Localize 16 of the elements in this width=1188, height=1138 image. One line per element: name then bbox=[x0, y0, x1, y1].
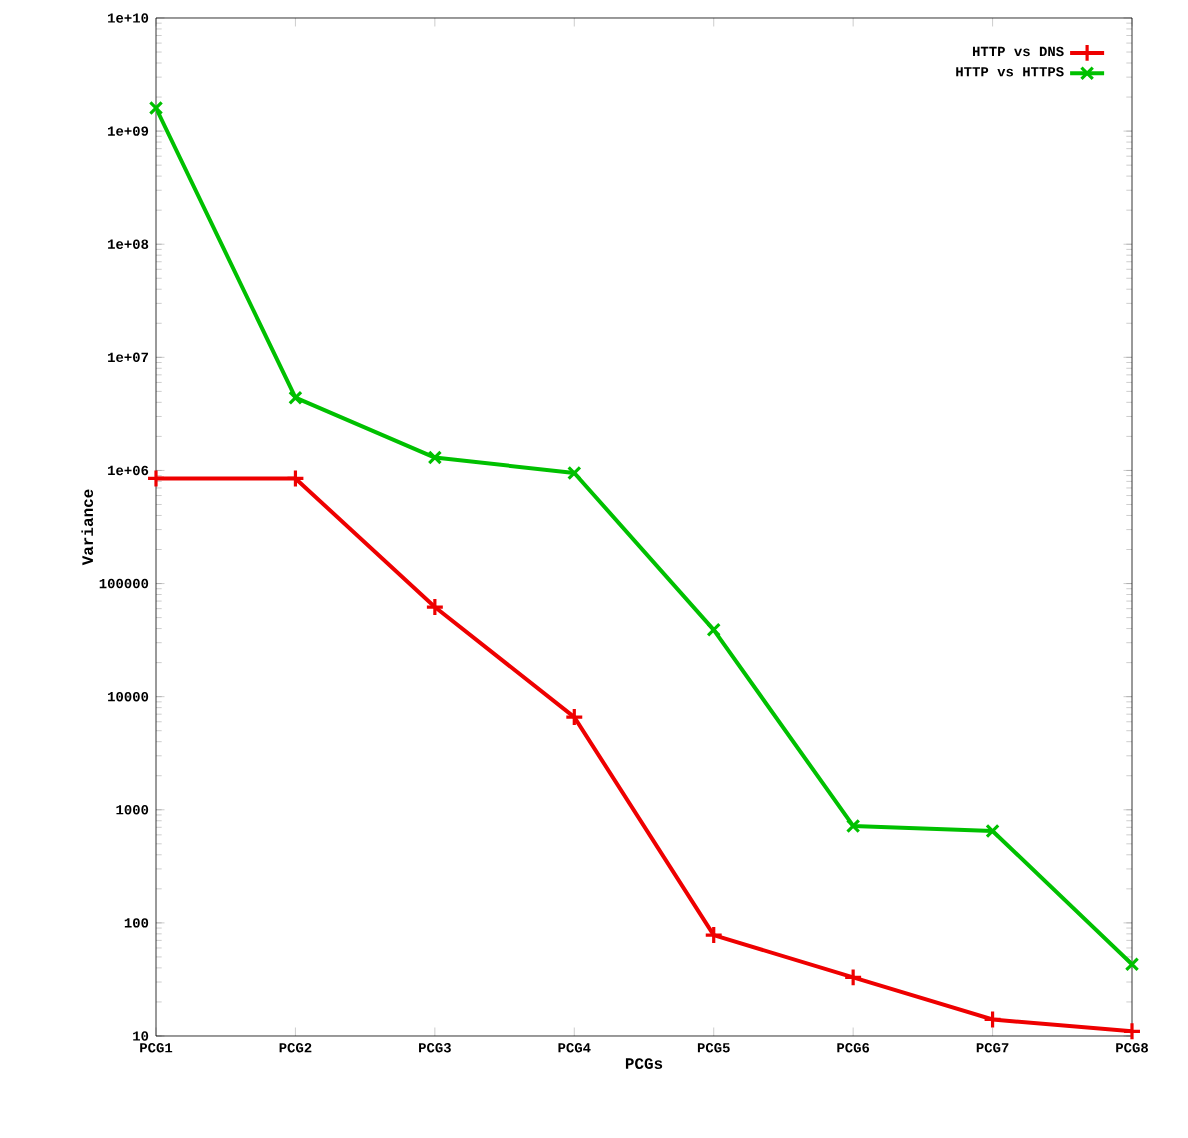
point bbox=[985, 823, 1000, 839]
point bbox=[843, 967, 863, 987]
point bbox=[564, 707, 584, 727]
point bbox=[148, 100, 164, 116]
point bbox=[427, 450, 443, 465]
point bbox=[285, 468, 305, 488]
point bbox=[845, 818, 861, 834]
point bbox=[425, 597, 445, 617]
point bbox=[706, 622, 721, 638]
point bbox=[1124, 957, 1140, 972]
point bbox=[288, 390, 303, 405]
point bbox=[146, 468, 166, 488]
point bbox=[1122, 1021, 1142, 1041]
point bbox=[983, 1009, 1003, 1030]
point bbox=[567, 465, 582, 481]
point bbox=[704, 925, 724, 945]
